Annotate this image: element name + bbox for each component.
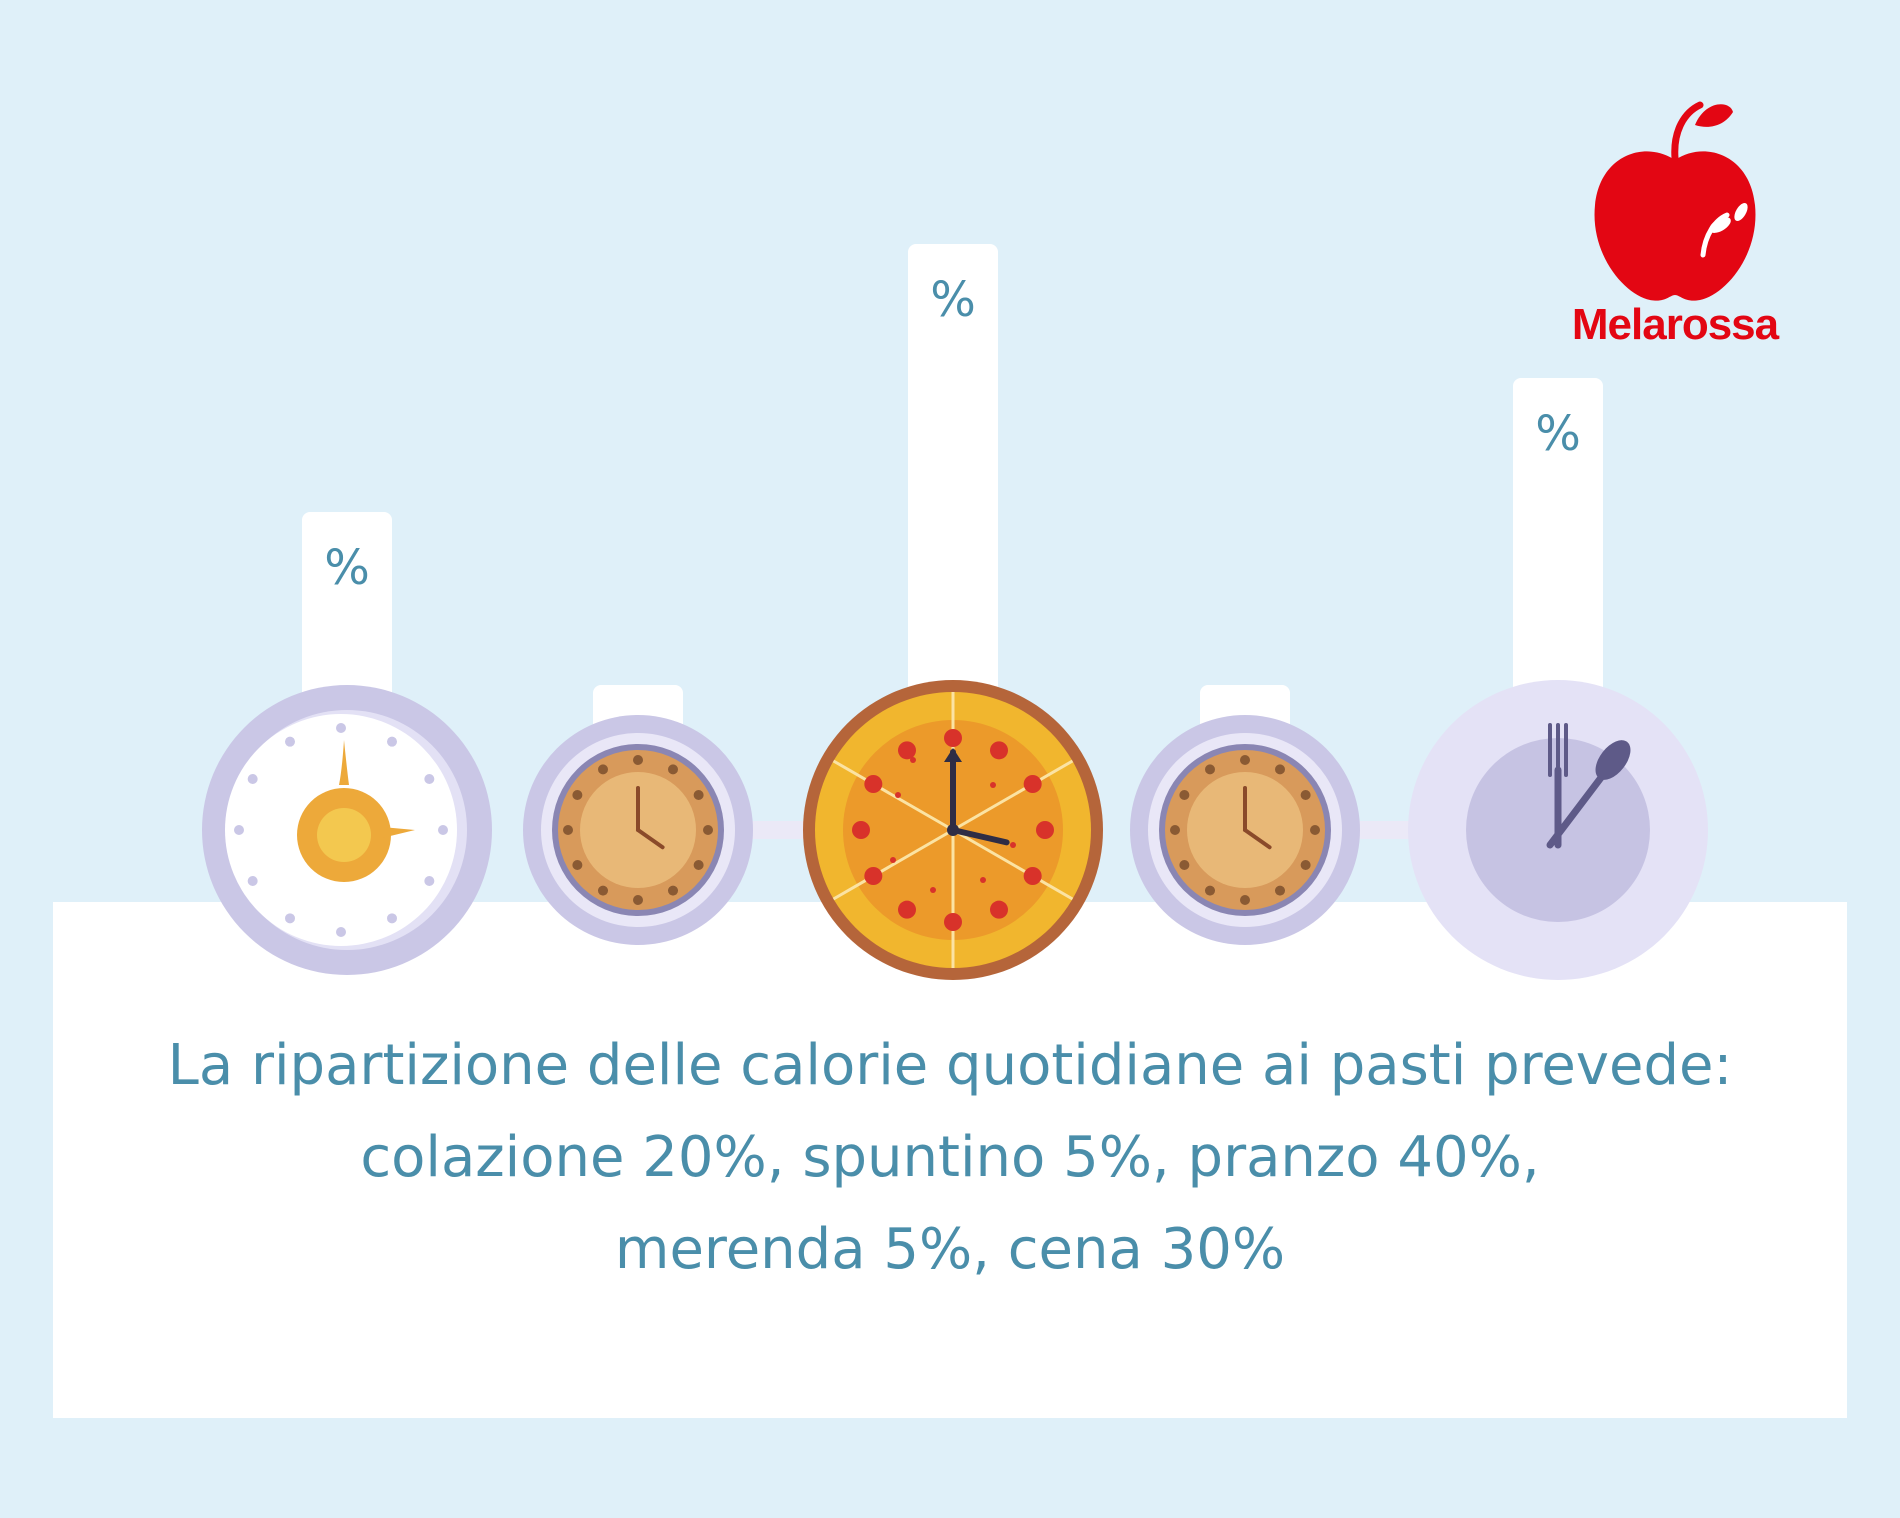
bar-label-cena: %	[1535, 406, 1581, 462]
egg-timer-icon	[202, 685, 492, 975]
plate-fork-spoon-clock-icon	[1408, 680, 1708, 980]
brand-name: Melarossa	[1571, 300, 1779, 349]
coffee-cup-clock-icon	[523, 715, 813, 945]
icons-layer	[202, 680, 1708, 980]
caption-line-1: La ripartizione delle calorie quotidiane…	[167, 1033, 1733, 1098]
pizza-clock-icon	[803, 680, 1103, 980]
bar-label-colazione: %	[324, 540, 370, 596]
melarossa-apple-logo	[1594, 101, 1756, 301]
bar-pranzo	[908, 244, 998, 800]
bar-label-pranzo: %	[930, 272, 976, 328]
caption-panel	[53, 902, 1847, 1418]
coffee-cup-clock-icon	[1130, 715, 1420, 945]
caption-line-3: merenda 5%, cena 30%	[614, 1217, 1286, 1282]
chart-caption: La ripartizione delle calorie quotidiane…	[53, 1020, 1847, 1296]
caption-line-2: colazione 20%, spuntino 5%, pranzo 40%,	[360, 1125, 1540, 1190]
